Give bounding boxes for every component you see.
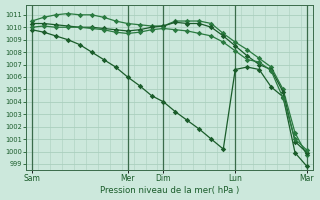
- X-axis label: Pression niveau de la mer( hPa ): Pression niveau de la mer( hPa ): [100, 186, 239, 195]
